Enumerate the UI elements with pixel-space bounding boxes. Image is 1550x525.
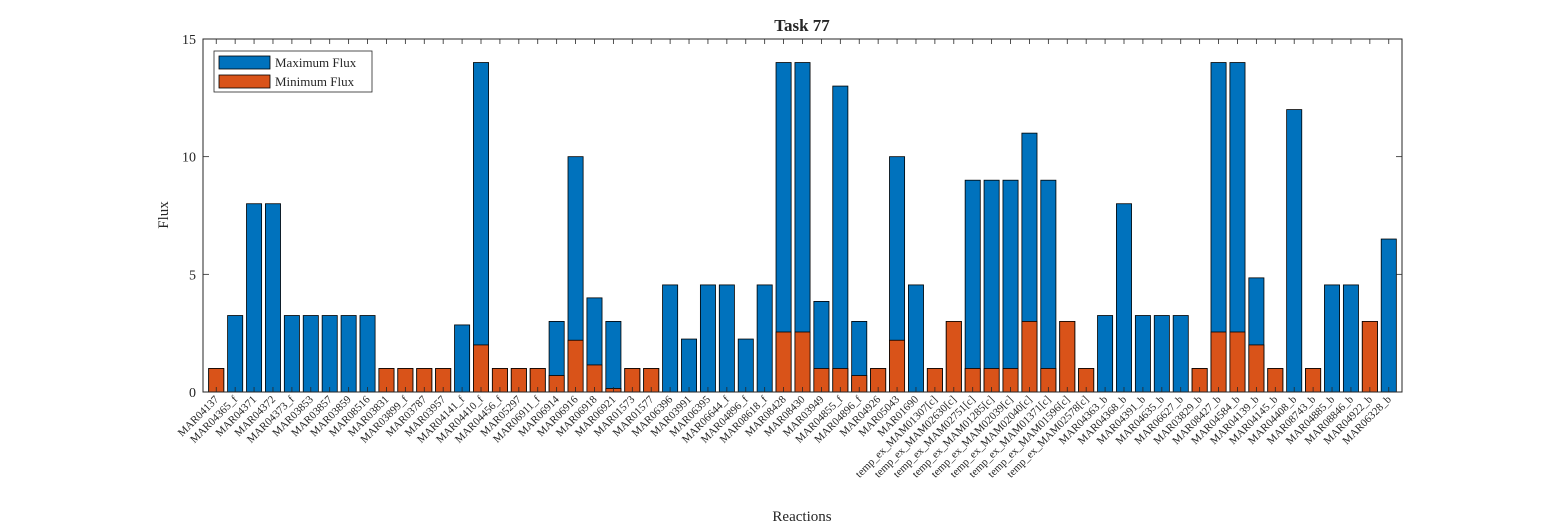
y-tick-label: 10 bbox=[182, 151, 196, 166]
legend-swatch-minimum bbox=[218, 74, 271, 89]
bar-min-30 bbox=[775, 331, 792, 393]
bar-max-59 bbox=[1324, 284, 1340, 393]
bar-min-31 bbox=[794, 331, 811, 393]
bar-min-61 bbox=[1361, 320, 1378, 393]
bar-max-47 bbox=[1097, 315, 1114, 393]
bar-max-21 bbox=[605, 320, 622, 393]
bar-max-28 bbox=[737, 338, 754, 393]
y-tick-label: 0 bbox=[189, 386, 196, 401]
bar-max-62 bbox=[1380, 238, 1397, 393]
bar-max-27 bbox=[718, 284, 735, 393]
bar-min-45 bbox=[1059, 320, 1076, 393]
bar-max-37 bbox=[908, 284, 924, 393]
bar-max-1 bbox=[227, 315, 244, 393]
legend-label-maximum: Maximum Flux bbox=[275, 55, 357, 70]
bar-min-19 bbox=[567, 339, 584, 393]
legend-label-minimum: Minimum Flux bbox=[275, 74, 355, 89]
x-axis-label: Reactions bbox=[772, 509, 831, 525]
bar-max-60 bbox=[1342, 284, 1359, 393]
legend-swatch-maximum bbox=[218, 55, 271, 70]
bar-max-4 bbox=[283, 315, 300, 393]
legend: Maximum Flux Minimum Flux bbox=[213, 50, 373, 93]
bar-max-40 bbox=[964, 179, 981, 393]
bar-max-8 bbox=[359, 315, 376, 393]
bar-max-44 bbox=[1040, 179, 1057, 393]
bar-max-51 bbox=[1172, 315, 1189, 393]
bar-min-53 bbox=[1210, 331, 1227, 393]
bar-max-13 bbox=[454, 324, 471, 393]
y-axis-label: Flux bbox=[156, 201, 172, 229]
plot-frame bbox=[202, 38, 1403, 393]
bar-max-26 bbox=[699, 284, 716, 393]
chart-title: Task 77 bbox=[774, 16, 830, 35]
bar-max-14 bbox=[473, 62, 489, 393]
bar-max-42 bbox=[1002, 179, 1019, 393]
bar-min-43 bbox=[1021, 320, 1038, 393]
bar-max-48 bbox=[1116, 203, 1132, 393]
bar-max-5 bbox=[302, 315, 319, 393]
bar-max-25 bbox=[681, 338, 697, 393]
bar-max-6 bbox=[321, 315, 338, 393]
bar-max-49 bbox=[1134, 315, 1151, 393]
y-tick-labels: 0 5 10 15 bbox=[182, 33, 1402, 401]
bar-min-36 bbox=[889, 339, 906, 393]
bar-min-14 bbox=[473, 344, 489, 393]
bar-max-57 bbox=[1286, 109, 1303, 393]
y-tick-label: 5 bbox=[189, 268, 196, 283]
bar-min-39 bbox=[945, 320, 962, 393]
bar-max-3 bbox=[265, 203, 281, 393]
bar-max-41 bbox=[983, 179, 1000, 393]
bar-min-55 bbox=[1248, 344, 1265, 393]
bar-max-33 bbox=[832, 85, 849, 393]
y-tick-label: 15 bbox=[182, 33, 196, 48]
bar-max-29 bbox=[756, 284, 773, 393]
bar-min-54 bbox=[1229, 331, 1246, 393]
bar-max-2 bbox=[246, 203, 263, 393]
bar-max-24 bbox=[662, 284, 679, 393]
bar-max-50 bbox=[1153, 315, 1170, 393]
bar-max-7 bbox=[340, 315, 357, 393]
